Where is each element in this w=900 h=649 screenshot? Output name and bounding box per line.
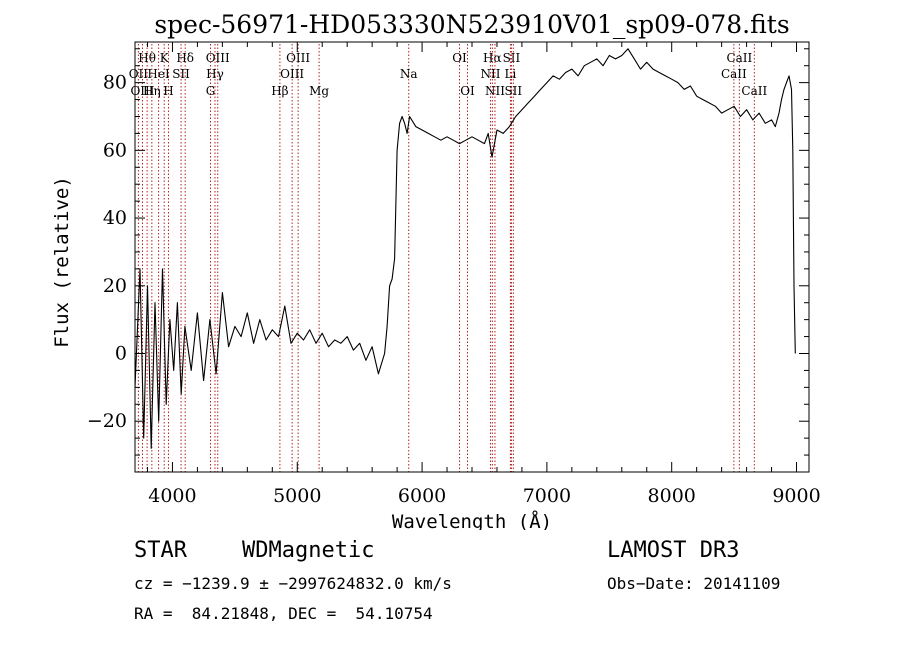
line-marker-label: NII [485,84,505,98]
line-marker-label: H [163,84,173,98]
line-marker-label: Hδ [176,51,194,65]
y-axis-title: Flux (relative) [51,176,73,348]
object-class: STAR [134,538,187,563]
x-tick-label: 5000 [273,485,321,507]
line-marker-label: K [160,51,170,65]
coordinates-readout: RA = 84.21848, DEC = 54.10754 [134,604,433,623]
line-marker-label: OI [452,51,467,65]
line-marker-label: OII [129,67,149,81]
line-marker-label: CaII [721,67,747,81]
y-tick-label: 80 [103,72,127,94]
survey-name: LAMOST DR3 [607,538,740,563]
line-marker-label: CaII [741,84,767,98]
spectrum-chart: spec-56971-HD053330N523910V01_sp09-078.f… [51,10,821,533]
line-marker-label: Hη [143,84,161,98]
emission-line-markers: Hθ OII OIII K HeI Hη Hδ SII H OIII Hγ G OIII OIII Hβ Mg… [129,44,767,472]
x-tick-label: 7000 [523,485,571,507]
line-marker-label: OI [460,84,475,98]
x-axis-title: Wavelength (Å) [392,510,552,530]
series-layer [134,48,796,449]
plot-frame [134,41,810,473]
y-tick-label: −20 [87,410,127,432]
line-marker-label: Hα [483,51,502,65]
object-subclass: WDMagnetic [242,538,375,563]
line-marker-label: Hβ [271,84,288,98]
y-tick-label: 60 [103,139,127,161]
y-tick-label: 0 [115,342,127,364]
line-marker-label: OIII [286,51,310,65]
line-marker-label: Na [400,67,418,81]
line-marker-label: OIII [280,67,304,81]
line-marker-label: Li [505,67,517,81]
x-tick-label: 9000 [772,485,820,507]
line-marker-label: Mg [309,84,329,98]
x-tick-label: 8000 [648,485,696,507]
x-tick-label: 4000 [148,485,196,507]
line-marker-label: CaII [726,51,752,65]
redshift-readout: cz = −1239.9 ± −2997624832.0 km/s [134,574,452,593]
line-marker-label: OIII [130,84,154,98]
x-tick-label: 6000 [398,485,446,507]
line-marker-label: HeI [147,67,170,81]
axis-ticks: 4000 5000 6000 7000 8000 9000 −20 0 20 40 60 80 [87,42,821,507]
spectrum-series-line [134,48,796,449]
line-marker-label: SII [504,84,522,98]
chart-title: spec-56971-HD053330N523910V01_sp09-078.f… [154,10,789,39]
line-marker-label: NII [480,67,500,81]
y-tick-label: 20 [103,275,127,297]
line-marker-label: SII [503,51,521,65]
y-tick-label: 40 [103,207,127,229]
line-marker-label: Hγ [206,67,224,81]
line-marker-label: Hθ [138,51,156,65]
line-marker-label: G [206,84,216,98]
line-marker-label: OIII [206,51,230,65]
line-marker-label: SII [172,67,190,81]
observation-date: Obs−Date: 20141109 [607,574,781,593]
